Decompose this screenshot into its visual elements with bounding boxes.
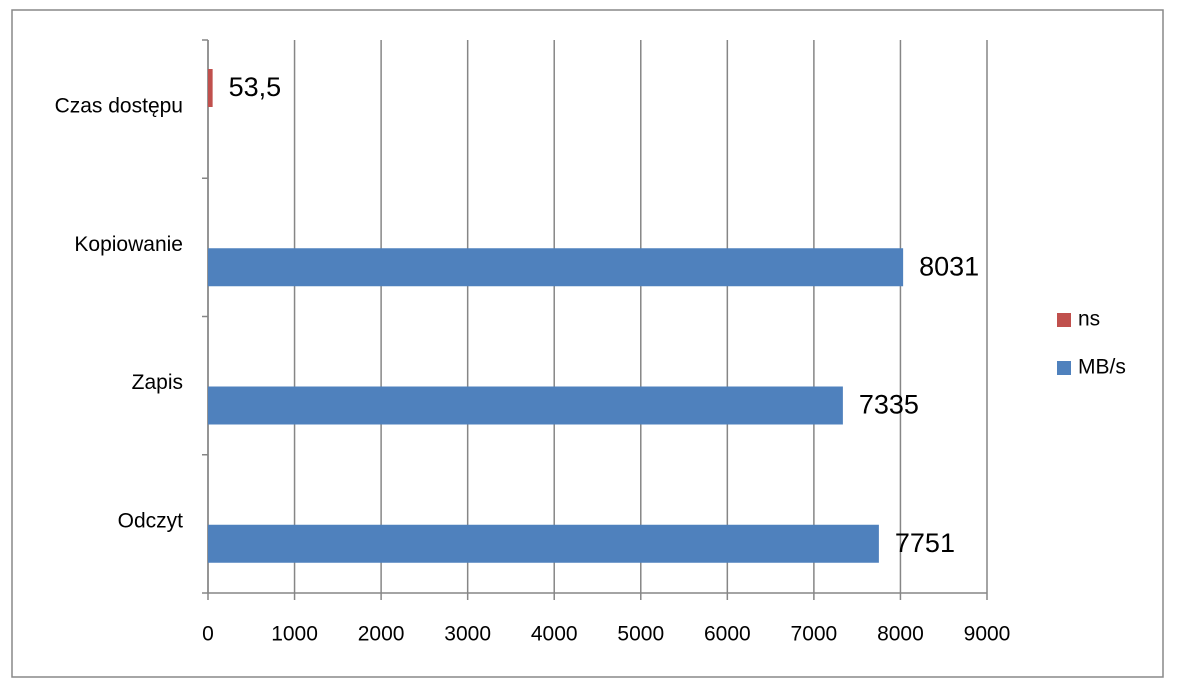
chart-border	[11, 9, 1164, 678]
x-tick-label: 3000	[444, 623, 491, 646]
x-tick-label: 1000	[271, 623, 318, 646]
bar	[208, 524, 879, 563]
x-tick-label: 0	[202, 623, 214, 646]
x-tick-label: 2000	[358, 623, 405, 646]
legend-swatch	[1057, 313, 1071, 327]
bar	[208, 248, 904, 287]
data-label: 7751	[895, 528, 955, 558]
x-tick-label: 6000	[704, 623, 751, 646]
y-tick-label: Odczyt	[118, 509, 184, 532]
data-label: 7335	[859, 390, 919, 420]
y-tick-label: Zapis	[132, 371, 183, 394]
bar	[208, 386, 843, 425]
x-tick-label: 9000	[964, 623, 1011, 646]
legend-label: MB/s	[1078, 356, 1126, 379]
y-tick-label: Kopiowanie	[74, 233, 183, 256]
data-label: 8031	[919, 251, 979, 281]
legend-label: ns	[1078, 308, 1100, 331]
y-tick-label: Czas dostępu	[55, 95, 183, 118]
x-tick-label: 8000	[877, 623, 924, 646]
bar	[208, 69, 213, 107]
x-tick-label: 4000	[531, 623, 578, 646]
x-tick-label: 5000	[617, 623, 664, 646]
legend-swatch	[1057, 361, 1071, 375]
x-tick-label: 7000	[791, 623, 838, 646]
data-label: 53,5	[229, 72, 282, 102]
